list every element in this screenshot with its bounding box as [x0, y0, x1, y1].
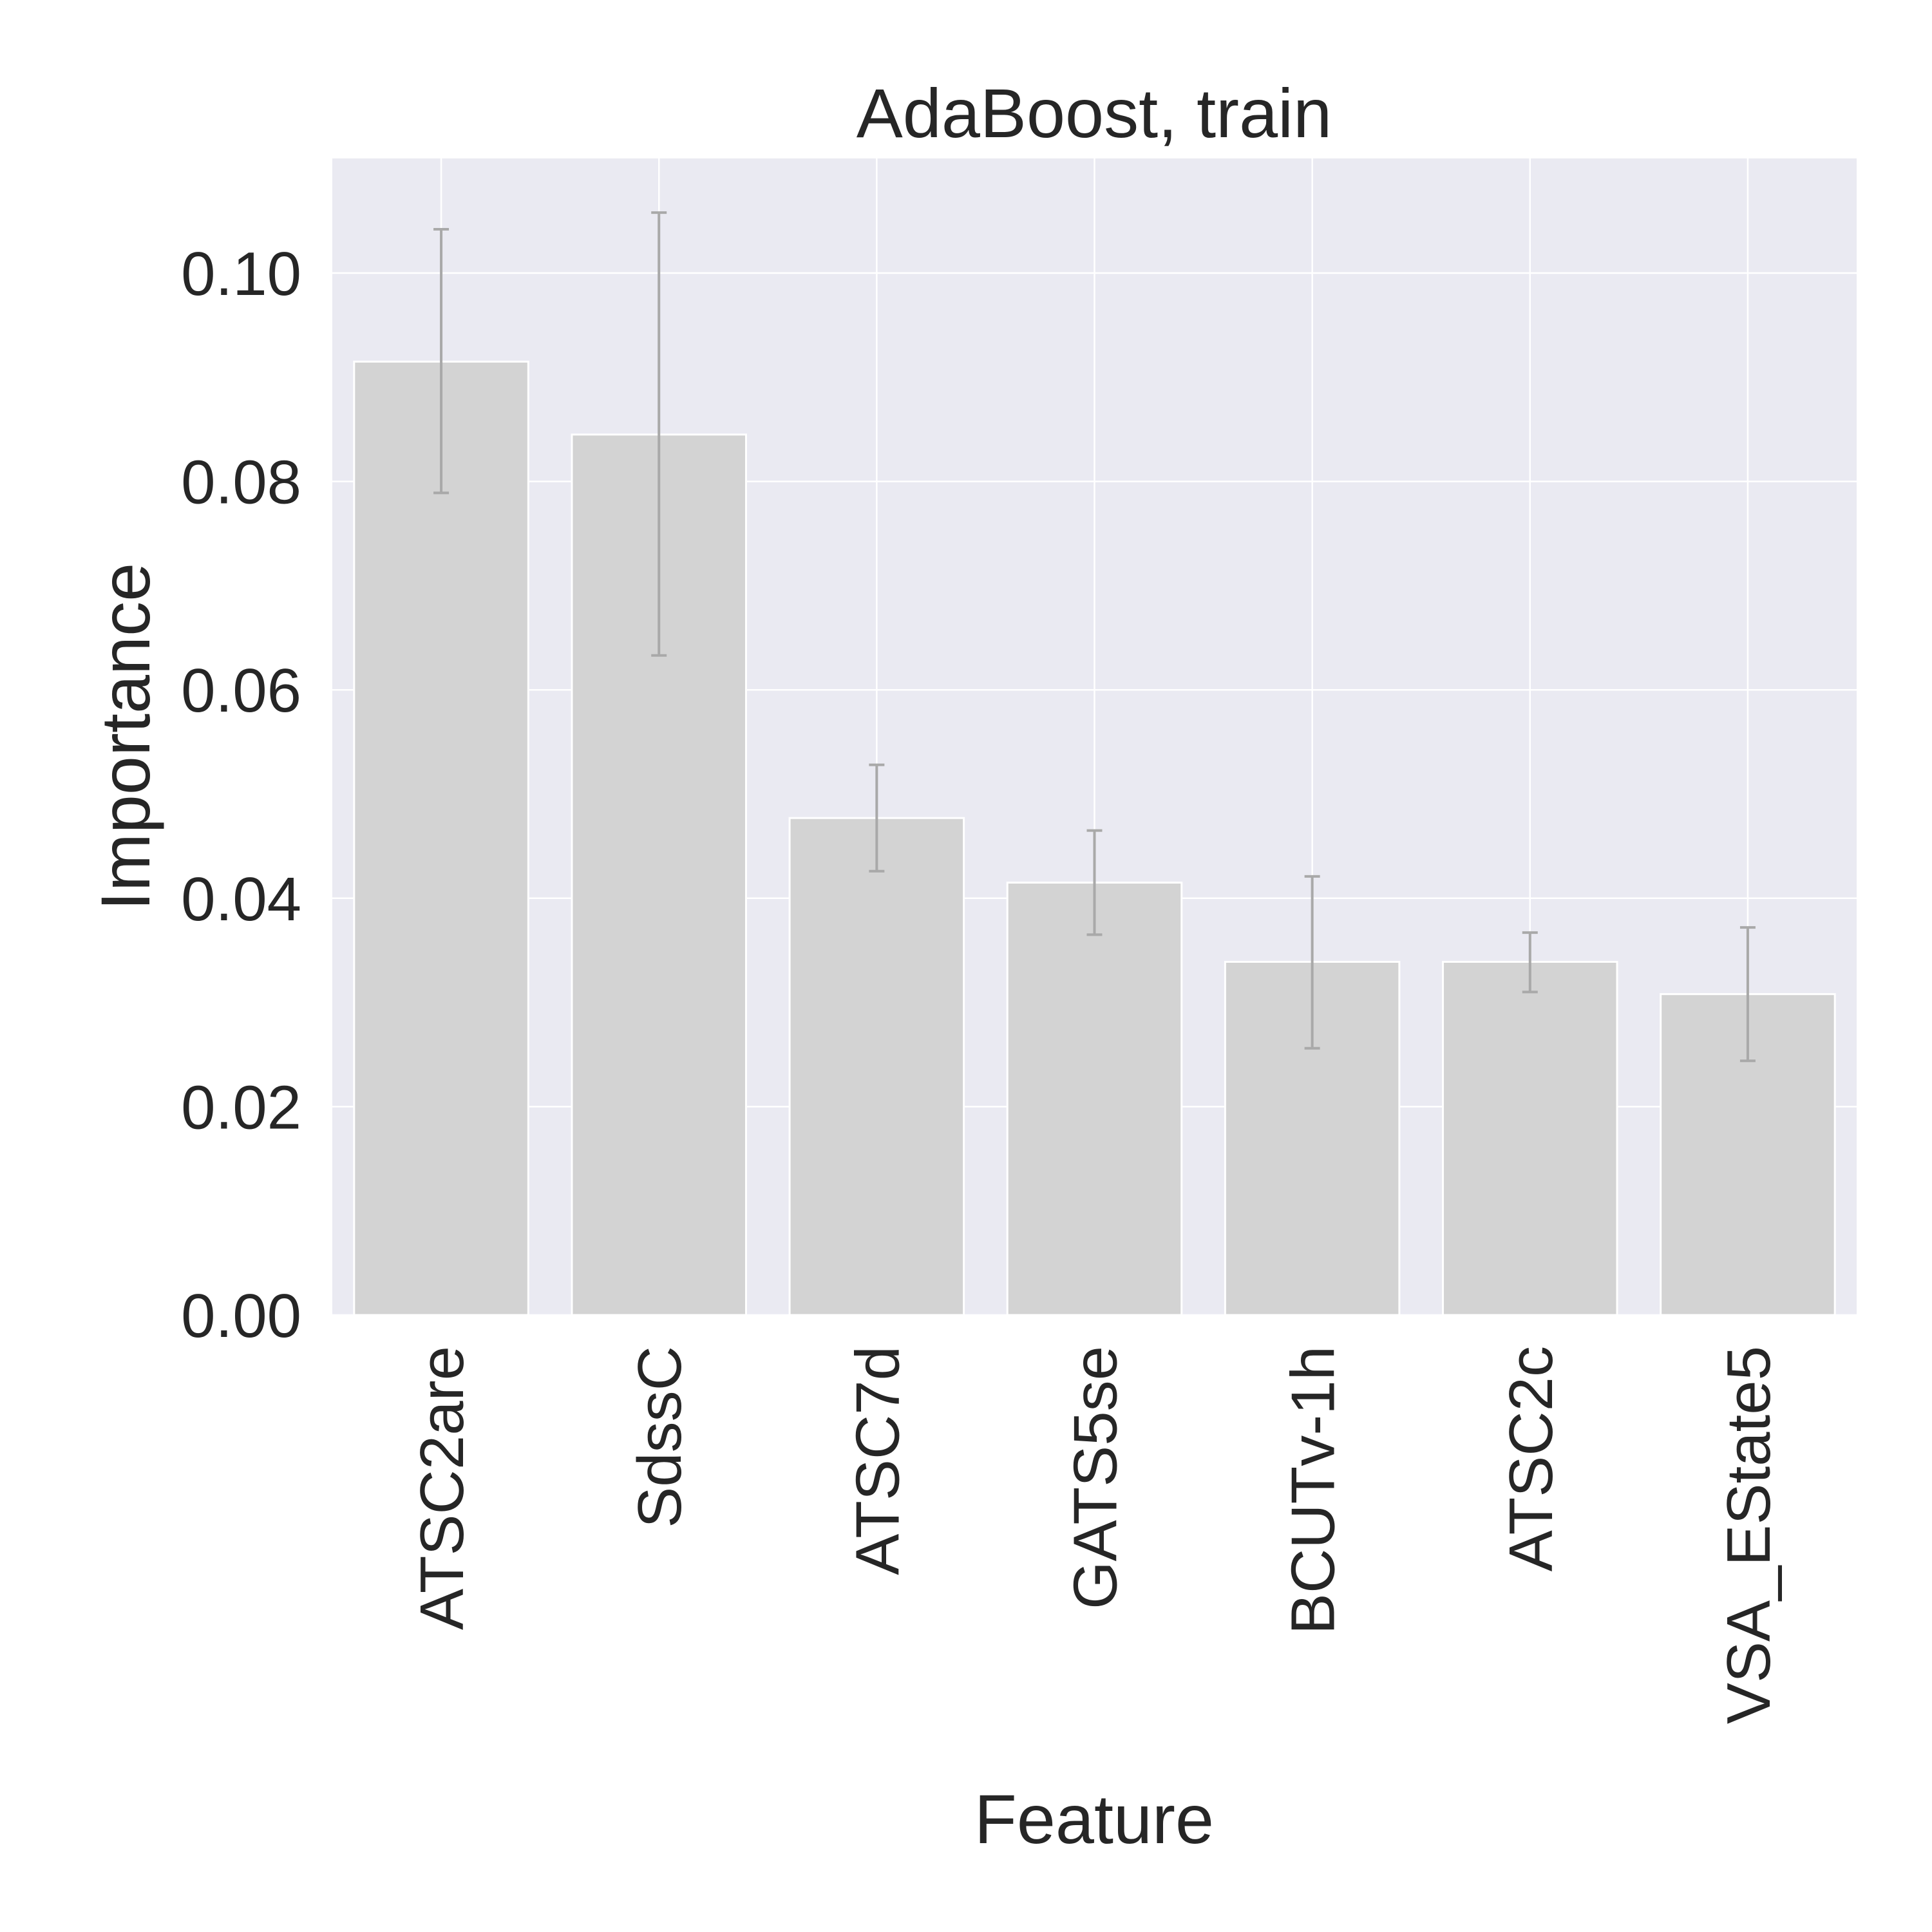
x-tick-label: ATSC2are	[408, 1346, 477, 1630]
x-tick-label: BCUTv-1h	[1279, 1346, 1348, 1634]
y-axis-ticks: 0.00 0.02 0.04 0.06 0.08 0.10	[181, 240, 301, 1350]
y-tick-label: 0.10	[181, 240, 301, 308]
x-axis-label: Feature	[974, 1780, 1214, 1858]
bar-atsc2are	[353, 361, 529, 1316]
chart-title: AdaBoost, train	[857, 74, 1332, 152]
error-bars	[433, 211, 1756, 1063]
error-bar	[1304, 875, 1320, 1050]
bar-gats5se	[1006, 882, 1183, 1316]
error-bar	[1522, 931, 1538, 994]
x-tick-label: SdssC	[625, 1346, 694, 1528]
error-bar	[869, 763, 885, 873]
x-axis-ticks: ATSC2are SdssC ATSC7d GATS5se BCUTv-1h ATSC2c…	[408, 1346, 1783, 1724]
x-tick-label: GATS5se	[1061, 1346, 1130, 1609]
error-bar	[433, 228, 450, 495]
bars	[353, 361, 1836, 1316]
y-tick-label: 0.00	[181, 1282, 301, 1350]
y-tick-label: 0.06	[181, 656, 301, 725]
y-tick-label: 0.02	[181, 1073, 301, 1142]
error-bar	[1086, 829, 1103, 936]
y-axis-label: Importance	[86, 563, 164, 911]
error-bar	[651, 211, 667, 657]
bar-atsc7d	[788, 817, 965, 1316]
error-bar	[1739, 926, 1756, 1063]
bar-atsc2c	[1442, 960, 1618, 1316]
x-tick-label: ATSC2c	[1497, 1346, 1566, 1571]
x-tick-label: VSA_EState5	[1714, 1346, 1783, 1724]
x-tick-label: ATSC7d	[843, 1346, 912, 1575]
y-tick-label: 0.04	[181, 865, 301, 934]
y-tick-label: 0.08	[181, 448, 301, 517]
